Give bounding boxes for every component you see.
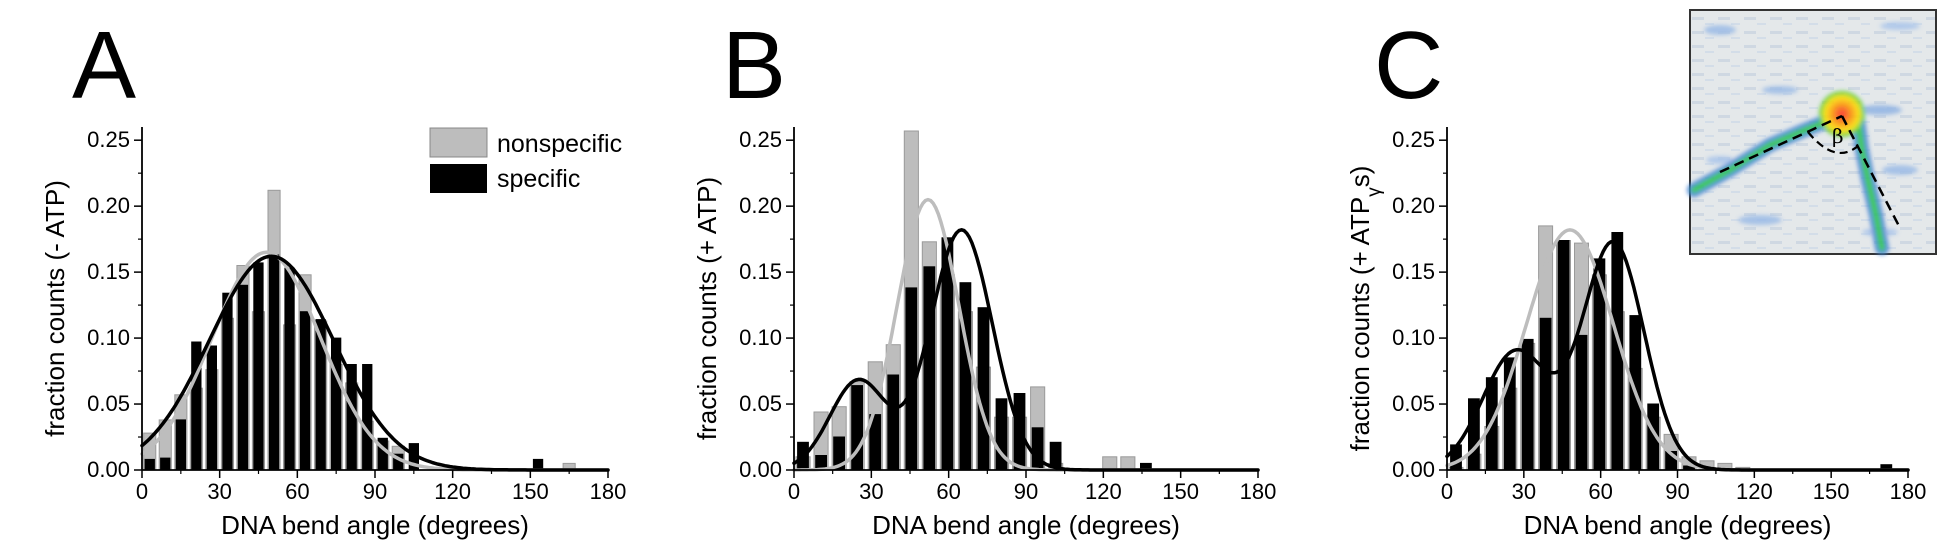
- x-axis-title: DNA bend angle (degrees): [221, 510, 529, 540]
- inset-angle-label: β: [1832, 124, 1844, 148]
- panel-a-histogram: 0 30 60 90 120 150 180 0.00 0.05 0.10 0.15 0.20 0.25…: [40, 127, 626, 540]
- x-tick-label: 0: [136, 479, 148, 504]
- bar-specific: [268, 254, 280, 471]
- y-tick-label: 0.20: [87, 193, 130, 218]
- bar-specific: [206, 345, 217, 471]
- y-tick-label: 0.05: [739, 391, 782, 416]
- y-axis-title: fraction counts (- ATP): [40, 180, 70, 437]
- legend-label-specific: specific: [497, 165, 580, 193]
- panel-letter-c: C: [1374, 12, 1443, 119]
- y-axis-title: fraction counts (+ ATP): [692, 177, 722, 440]
- y-tick-label: 0.05: [87, 391, 130, 416]
- legend: nonspecific specific: [429, 127, 622, 193]
- bar-specific: [362, 364, 373, 471]
- bar-specific: [144, 458, 155, 471]
- x-tick-label: 0: [1441, 479, 1453, 504]
- x-axis-title: DNA bend angle (degrees): [1524, 510, 1832, 540]
- y-tick-label: 0.05: [1392, 391, 1435, 416]
- x-tick-label: 90: [363, 479, 387, 504]
- panel-letter-b: B: [722, 12, 786, 119]
- y-tick-label: 0.10: [87, 325, 130, 350]
- y-tick-label: 0.15: [87, 259, 130, 284]
- legend-label-nonspecific: nonspecific: [497, 130, 622, 158]
- y-tick-label: 0.20: [1392, 193, 1435, 218]
- x-tick-label: 150: [512, 479, 549, 504]
- bar-specific: [887, 374, 900, 471]
- afm-inset-image: β: [1687, 9, 1937, 255]
- x-tick-label: 180: [1240, 479, 1277, 504]
- bar-specific: [977, 307, 990, 471]
- x-tick-label: 60: [285, 479, 309, 504]
- bar-specific: [1031, 427, 1044, 471]
- panel-letter-a: A: [72, 12, 136, 119]
- bar-specific: [160, 457, 171, 471]
- y-tick-label: 0.10: [1392, 325, 1435, 350]
- y-tick-label: 0.00: [87, 457, 130, 482]
- x-tick-label: 30: [859, 479, 883, 504]
- y-tick-label: 0.25: [87, 127, 130, 152]
- legend-swatch-specific: [430, 164, 487, 193]
- x-tick-label: 180: [1890, 479, 1927, 504]
- y-tick-label: 0.10: [739, 325, 782, 350]
- x-axis-title: DNA bend angle (degrees): [872, 510, 1180, 540]
- y-tick-label: 0.15: [739, 259, 782, 284]
- x-tick-label: 120: [1085, 479, 1122, 504]
- bar-specific: [253, 262, 264, 471]
- bar-specific: [331, 337, 342, 471]
- bar-nonspecific: [1120, 456, 1136, 471]
- x-tick-label: 0: [788, 479, 800, 504]
- x-tick-label: 120: [1736, 479, 1773, 504]
- x-tick-label: 90: [1014, 479, 1038, 504]
- y-axis-title: fraction counts (+ ATPγs): [1345, 166, 1385, 452]
- x-tick-label: 150: [1162, 479, 1199, 504]
- bar-specific: [299, 311, 311, 471]
- x-tick-label: 180: [590, 479, 627, 504]
- x-tick-label: 120: [434, 479, 471, 504]
- x-tick-label: 150: [1813, 479, 1850, 504]
- x-tick-label: 60: [936, 479, 960, 504]
- legend-swatch-nonspecific: [429, 127, 488, 158]
- y-tick-label: 0.15: [1392, 259, 1435, 284]
- x-tick-label: 90: [1665, 479, 1689, 504]
- panel-b-histogram: 0 30 60 90 120 150 180 0.00 0.05 0.10 0.15 0.20 0.25…: [692, 127, 1276, 540]
- panel-c-histogram: 0 30 60 90 120 150 180 0.00 0.05 0.10 0.15 0.20 0.25…: [1345, 127, 1926, 540]
- bar-specific: [923, 266, 936, 471]
- y-tick-label: 0.25: [1392, 127, 1435, 152]
- y-tick-label: 0.25: [739, 127, 782, 152]
- x-tick-label: 30: [207, 479, 231, 504]
- bar-specific: [1557, 240, 1570, 471]
- bar-specific: [1575, 334, 1588, 471]
- bar-specific: [237, 284, 249, 471]
- y-tick-label: 0.20: [739, 193, 782, 218]
- x-tick-label: 60: [1588, 479, 1612, 504]
- x-tick-label: 30: [1512, 479, 1536, 504]
- bar-specific: [1539, 317, 1552, 471]
- bar-specific: [222, 292, 233, 471]
- bar-specific: [175, 419, 186, 471]
- bar-specific: [284, 267, 295, 471]
- y-tick-label: 0.00: [739, 457, 782, 482]
- bar-nonspecific: [1102, 456, 1118, 471]
- y-tick-label: 0.00: [1392, 457, 1435, 482]
